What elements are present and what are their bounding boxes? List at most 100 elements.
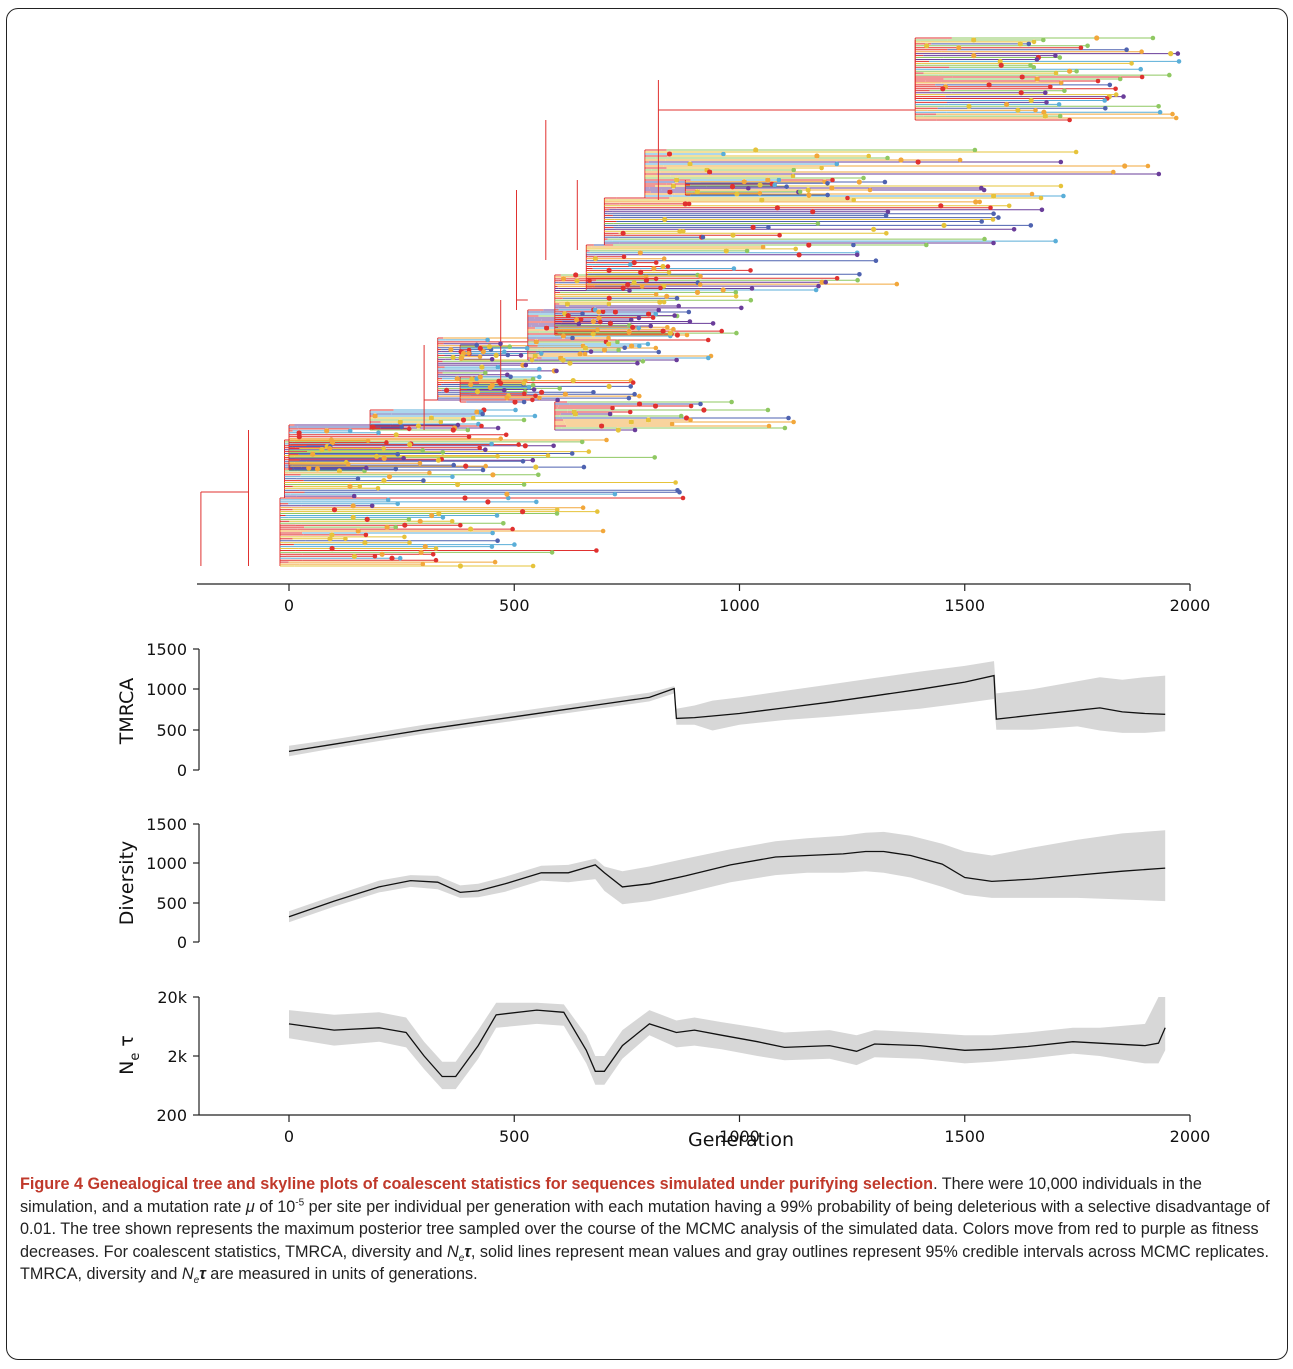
tree-tip xyxy=(1103,106,1108,111)
tree-tip xyxy=(688,403,694,409)
tree-tip xyxy=(537,395,542,401)
tree-tip xyxy=(455,422,461,428)
tree-node xyxy=(971,53,977,59)
tree-branches xyxy=(200,37,1179,567)
tree-tip xyxy=(1034,57,1040,62)
tree-tip xyxy=(757,191,763,196)
tree-tip xyxy=(746,186,751,191)
tree-tip xyxy=(681,229,686,234)
tree-tip xyxy=(363,532,369,538)
tree-tip xyxy=(981,187,987,193)
tree-tip xyxy=(636,325,642,331)
tree-node xyxy=(533,464,539,470)
tree-tip xyxy=(537,374,542,380)
tree-tip xyxy=(734,330,739,336)
tree-tip xyxy=(627,409,633,415)
tree-tip xyxy=(483,370,488,376)
tree-tip xyxy=(786,415,791,421)
tree-node xyxy=(462,495,468,501)
tree-tip xyxy=(490,530,495,536)
tree-node xyxy=(562,391,569,397)
tree-node xyxy=(805,187,811,193)
tree-tip xyxy=(375,486,381,491)
tree-tip xyxy=(656,349,661,355)
tree-tip xyxy=(851,197,856,203)
tree-node xyxy=(350,514,356,521)
tree-tip xyxy=(653,276,659,282)
tree-tip xyxy=(648,323,653,329)
tree-tip xyxy=(401,456,406,461)
tree-tip xyxy=(1048,84,1053,90)
tree-tip xyxy=(766,423,772,429)
tree-tip xyxy=(421,478,426,483)
tree-node xyxy=(370,424,376,430)
tree-tip xyxy=(489,441,494,447)
tree-tip xyxy=(673,480,678,485)
tree-tip xyxy=(592,307,598,313)
tree-node xyxy=(532,353,538,359)
tree-node xyxy=(856,179,862,185)
tree-node xyxy=(674,332,681,338)
tree-node xyxy=(1042,113,1048,119)
tree-node xyxy=(997,58,1003,64)
ne-tau-mean-line xyxy=(288,1009,1166,1078)
tree-tip xyxy=(777,232,782,238)
tree-node xyxy=(810,209,816,215)
tree-tip xyxy=(569,451,575,456)
tree-tip xyxy=(557,386,562,391)
tree-tip xyxy=(700,234,706,240)
tree-tip xyxy=(1111,169,1116,175)
tree-node xyxy=(631,260,637,266)
tree-tip xyxy=(376,430,381,436)
tree-tip xyxy=(671,326,676,332)
tree-node xyxy=(460,417,467,423)
tree-tip xyxy=(653,260,659,265)
tree-tip xyxy=(894,281,900,287)
diversity-mean-line xyxy=(288,850,1166,918)
tree-tip xyxy=(489,544,495,549)
tree-tip xyxy=(579,439,585,445)
tree-x-axis: 0 500 1000 1500 2000 xyxy=(197,583,1210,615)
tree-tip xyxy=(873,258,879,264)
tree-node xyxy=(606,341,612,347)
tmrca-panel: 0 500 1000 1500 TMRCA xyxy=(116,640,1166,780)
tree-tip xyxy=(686,201,692,207)
generation-x-tick-label: 500 xyxy=(499,1127,530,1146)
tree-node xyxy=(941,222,947,228)
ne-tau-panel: 200 2k 20k Ne τ xyxy=(116,988,1166,1125)
diversity-panel: 0 500 1000 1500 Diversity xyxy=(116,815,1166,952)
tree-node xyxy=(570,378,576,384)
tree-tip xyxy=(588,349,594,354)
tree-tip xyxy=(698,401,703,407)
tree-tip xyxy=(612,491,618,497)
tree-tip xyxy=(587,278,592,284)
generation-x-tick-label: 1500 xyxy=(944,1127,985,1146)
tree-node xyxy=(582,345,589,351)
tree-tip xyxy=(433,557,439,563)
tree-tip xyxy=(1044,100,1049,105)
tree-tip xyxy=(1170,111,1175,117)
tree-tip xyxy=(600,309,606,315)
caption-title: Figure 4 Genealogical tree and skyline p… xyxy=(20,1175,934,1193)
tree-node xyxy=(966,103,972,109)
tree-tip xyxy=(483,463,489,469)
caption-ne-2: Neτ xyxy=(181,1265,206,1287)
tree-tip xyxy=(669,421,675,427)
tree-tip xyxy=(420,561,426,567)
tree-tip xyxy=(766,225,771,230)
tree-tip xyxy=(518,353,524,358)
x-axis-label: Generation xyxy=(688,1129,794,1151)
tree-tip xyxy=(653,292,659,297)
tree-node xyxy=(457,563,463,569)
tree-node xyxy=(306,465,312,471)
tree-tip xyxy=(982,236,987,242)
tree-tip xyxy=(621,254,627,259)
ne-tau-y-label-tau: τ xyxy=(116,1035,138,1052)
tree-tip xyxy=(632,391,637,397)
tree-tip xyxy=(406,426,412,432)
tree-tip xyxy=(470,415,476,421)
tree-node xyxy=(652,403,659,409)
tree-node xyxy=(645,417,652,423)
tree-tip xyxy=(395,452,401,457)
tree-tip xyxy=(427,470,432,476)
